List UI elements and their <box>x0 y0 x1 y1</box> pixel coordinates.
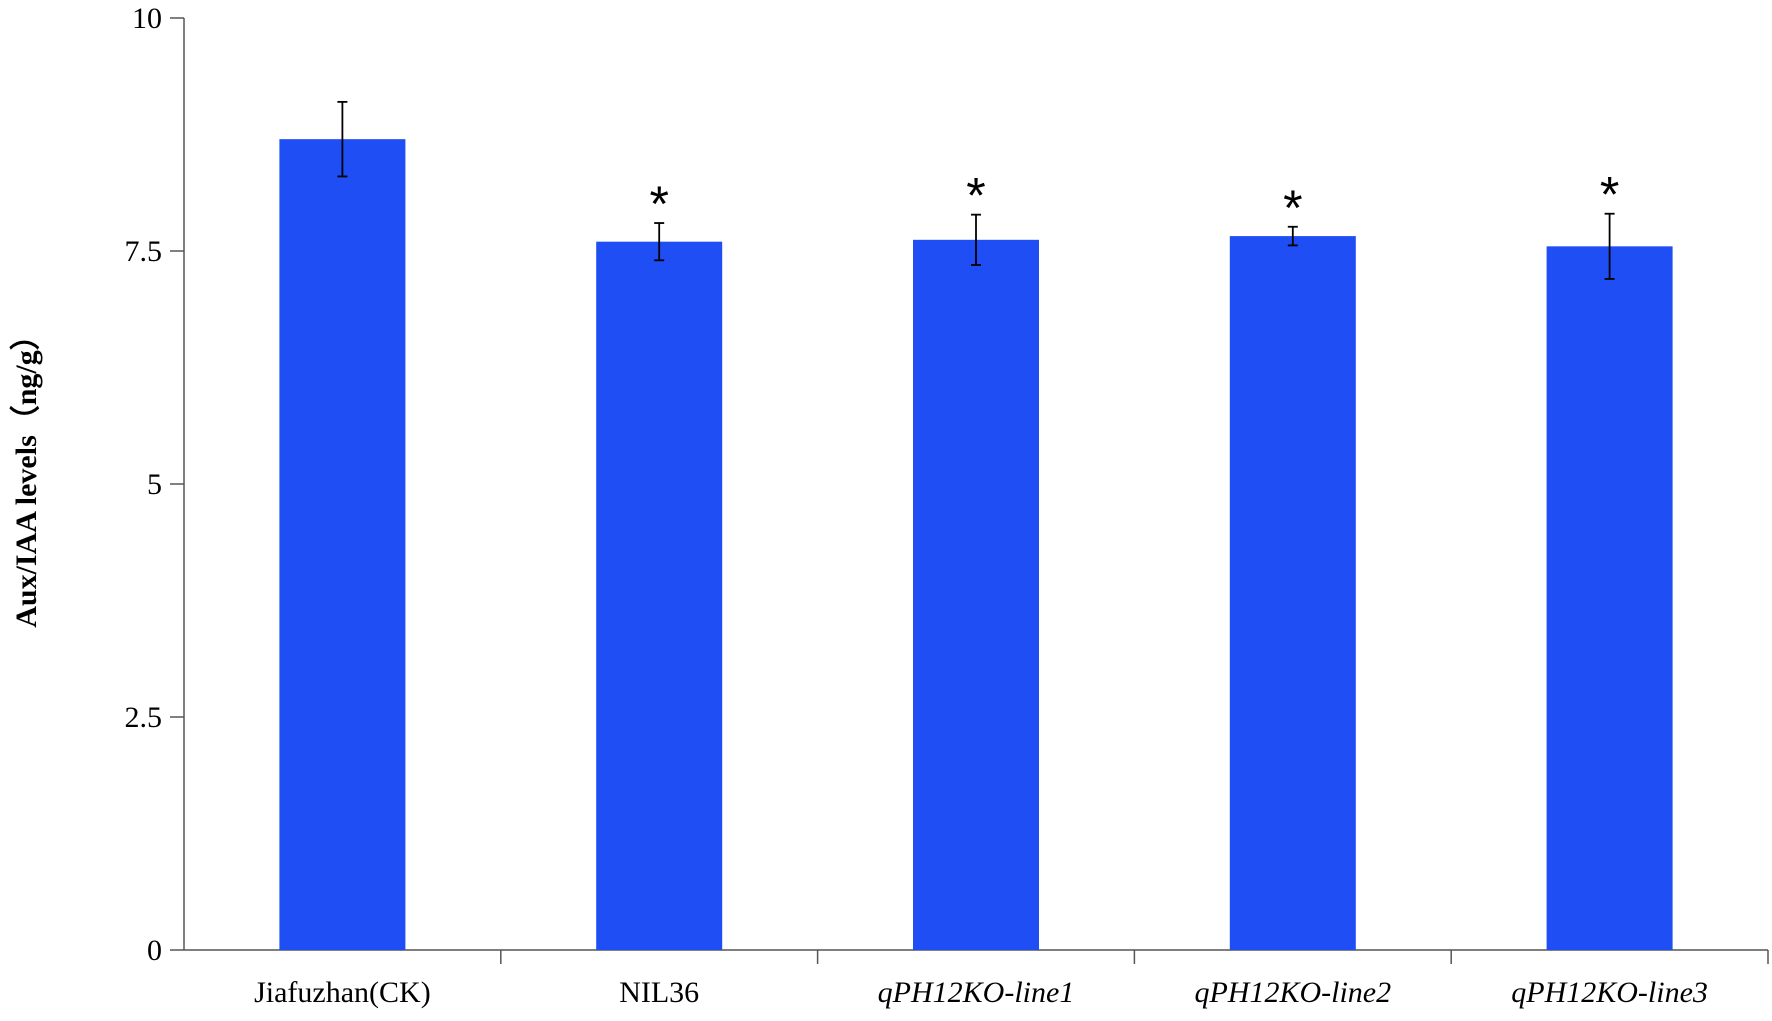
x-tick-label: Jiafuzhan(CK) <box>254 976 431 1009</box>
y-tick-label: 5 <box>147 468 162 501</box>
y-tick-label: 7.5 <box>125 235 163 268</box>
significance-marker: * <box>649 176 668 232</box>
significance-marker: * <box>1283 180 1302 236</box>
y-tick-label: 0 <box>147 934 162 967</box>
bar <box>596 241 723 950</box>
y-tick-label: 2.5 <box>125 701 163 734</box>
bar <box>1229 236 1356 950</box>
y-tick-label: 10 <box>132 2 162 35</box>
x-tick-label: qPH12KO-line2 <box>1194 976 1391 1009</box>
y-axis-label: Aux/IAA levels（ng/g） <box>9 320 43 628</box>
x-tick-label: NIL36 <box>619 976 699 1009</box>
bar <box>279 139 406 950</box>
significance-marker: * <box>1600 167 1619 223</box>
significance-marker: * <box>966 168 985 224</box>
bar <box>1546 246 1673 951</box>
plot-area: 0 2.5 5 7.5 10 Jiafuzhan(CK) * NIL36 * qPH12KO-li… <box>9 2 1769 1009</box>
x-tick-label: qPH12KO-line3 <box>1511 976 1708 1009</box>
bar <box>913 239 1039 951</box>
x-tick-label: qPH12KO-line1 <box>878 976 1075 1009</box>
